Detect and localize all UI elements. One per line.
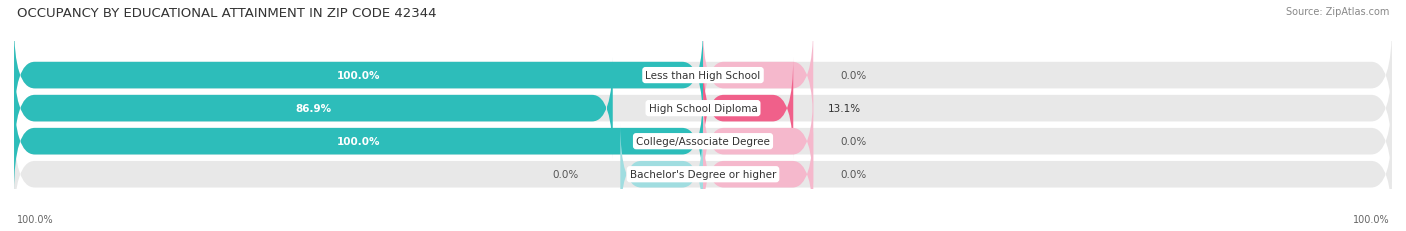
FancyBboxPatch shape — [620, 124, 703, 225]
FancyBboxPatch shape — [14, 124, 1392, 225]
Text: OCCUPANCY BY EDUCATIONAL ATTAINMENT IN ZIP CODE 42344: OCCUPANCY BY EDUCATIONAL ATTAINMENT IN Z… — [17, 7, 436, 20]
Text: High School Diploma: High School Diploma — [648, 104, 758, 114]
Text: 100.0%: 100.0% — [17, 214, 53, 224]
FancyBboxPatch shape — [14, 91, 703, 192]
Text: 0.0%: 0.0% — [841, 170, 868, 179]
FancyBboxPatch shape — [14, 58, 1392, 160]
Text: Source: ZipAtlas.com: Source: ZipAtlas.com — [1285, 7, 1389, 17]
Text: Bachelor's Degree or higher: Bachelor's Degree or higher — [630, 170, 776, 179]
FancyBboxPatch shape — [703, 91, 813, 192]
Text: College/Associate Degree: College/Associate Degree — [636, 137, 770, 146]
FancyBboxPatch shape — [14, 91, 1392, 192]
Text: 0.0%: 0.0% — [841, 71, 868, 81]
FancyBboxPatch shape — [703, 25, 813, 127]
Text: 100.0%: 100.0% — [337, 137, 380, 146]
FancyBboxPatch shape — [14, 25, 703, 127]
Text: 86.9%: 86.9% — [295, 104, 332, 114]
FancyBboxPatch shape — [14, 25, 1392, 127]
Text: 0.0%: 0.0% — [553, 170, 579, 179]
Text: 0.0%: 0.0% — [841, 137, 868, 146]
FancyBboxPatch shape — [703, 124, 813, 225]
Text: 13.1%: 13.1% — [828, 104, 860, 114]
FancyBboxPatch shape — [703, 58, 793, 160]
Text: 100.0%: 100.0% — [337, 71, 380, 81]
Text: 100.0%: 100.0% — [1353, 214, 1389, 224]
FancyBboxPatch shape — [14, 58, 613, 160]
Text: Less than High School: Less than High School — [645, 71, 761, 81]
